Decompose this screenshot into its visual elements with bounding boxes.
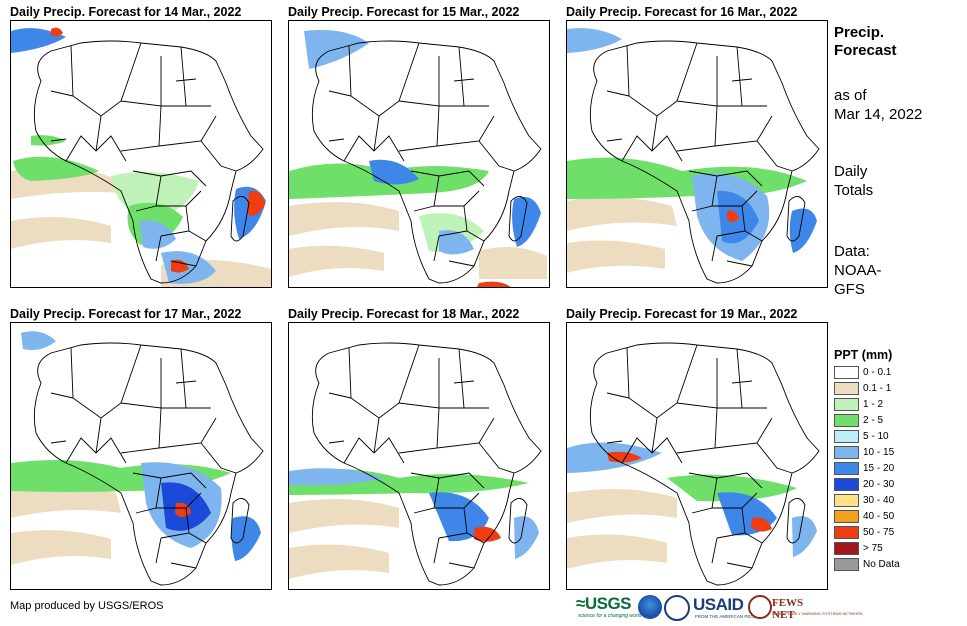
legend-label: 1 - 2 [863, 399, 884, 410]
data-source-note: Data: NOAA- GFS [834, 242, 882, 299]
legend-label: 2 - 5 [863, 415, 884, 426]
precip-map [566, 20, 828, 288]
legend-swatch [834, 414, 859, 427]
totals-line: Totals [834, 182, 874, 199]
legend-swatch [834, 430, 859, 443]
legend-swatch [834, 542, 859, 555]
forecast-panel-4: Daily Precip. Forecast for 17 Mar., 2022 [10, 306, 272, 590]
legend-swatch [834, 398, 859, 411]
legend-swatch [834, 446, 859, 459]
panel-title: Daily Precip. Forecast for 16 Mar., 2022 [566, 5, 798, 19]
legend-item: 5 - 10 [834, 429, 954, 445]
legend-item: 40 - 50 [834, 509, 954, 525]
noaa-logo-icon [638, 595, 662, 619]
legend-item: 15 - 20 [834, 461, 954, 477]
heading-line: Forecast [834, 42, 897, 59]
forecast-panel-2: Daily Precip. Forecast for 15 Mar., 2022 [288, 4, 550, 288]
usgs-tagline: science for a changing world [578, 613, 642, 619]
legend-label: 40 - 50 [863, 511, 895, 522]
fews-globe-icon [748, 595, 772, 619]
totals-line: Daily [834, 163, 868, 180]
legend-label: 20 - 30 [863, 479, 895, 490]
agency-logos: ≈USGS science for a changing world USAID… [576, 594, 863, 622]
panel-title: Daily Precip. Forecast for 14 Mar., 2022 [10, 5, 242, 19]
panel-title: Daily Precip. Forecast for 19 Mar., 2022 [566, 307, 798, 321]
legend-swatch [834, 526, 859, 539]
precip-map [10, 20, 272, 288]
forecast-heading: Precip. Forecast [834, 24, 897, 60]
legend-item: 0.1 - 1 [834, 381, 954, 397]
precip-map [566, 322, 828, 590]
legend-label: 0.1 - 1 [863, 383, 892, 394]
data-line: Data: [834, 243, 870, 260]
legend-swatch [834, 462, 859, 475]
legend-item: 50 - 75 [834, 525, 954, 541]
map-credit: Map produced by USGS/EROS [10, 600, 164, 612]
legend-swatch [834, 478, 859, 491]
as-of-date: as of Mar 14, 2022 [834, 86, 922, 124]
legend-item: No Data [834, 557, 954, 573]
legend-item: > 75 [834, 541, 954, 557]
fews-net-logo: FEWS NET [772, 597, 804, 621]
legend-title: PPT (mm) [834, 348, 893, 362]
legend-item: 0 - 0.1 [834, 365, 954, 381]
legend-swatch [834, 558, 859, 571]
legend-label: 50 - 75 [863, 527, 895, 538]
heading-line: Precip. [834, 24, 885, 41]
legend-swatch [834, 510, 859, 523]
precip-map [288, 20, 550, 288]
usaid-tagline: FROM THE AMERICAN PEOPLE [695, 614, 763, 619]
usaid-seal-icon [664, 595, 690, 621]
daily-totals-note: Daily Totals [834, 162, 873, 200]
fews-tagline: FAMINE EARLY WARNING SYSTEMS NETWORK [772, 611, 863, 616]
forecast-panel-5: Daily Precip. Forecast for 18 Mar., 2022 [288, 306, 550, 590]
legend-swatch [834, 494, 859, 507]
legend-swatch [834, 382, 859, 395]
data-line: GFS [834, 281, 865, 298]
precip-map [288, 322, 550, 590]
legend-label: No Data [863, 559, 900, 570]
ppt-legend: PPT (mm) 0 - 0.1 0.1 - 1 1 - 2 2 - 5 5 - 10 1… [834, 347, 954, 573]
usaid-logo: USAID [693, 595, 744, 614]
as-of-label: as of [834, 87, 867, 104]
panel-title: Daily Precip. Forecast for 18 Mar., 2022 [288, 307, 520, 321]
legend-label: 15 - 20 [863, 463, 895, 474]
legend-item: 1 - 2 [834, 397, 954, 413]
legend-label: > 75 [863, 543, 883, 554]
legend-items: 0 - 0.1 0.1 - 1 1 - 2 2 - 5 5 - 10 10 - 15 15 … [834, 365, 954, 573]
legend-item: 30 - 40 [834, 493, 954, 509]
legend-label: 10 - 15 [863, 447, 895, 458]
legend-item: 20 - 30 [834, 477, 954, 493]
precip-map [10, 322, 272, 590]
data-line: NOAA- [834, 262, 882, 279]
legend-item: 2 - 5 [834, 413, 954, 429]
legend-label: 30 - 40 [863, 495, 895, 506]
forecast-panel-3: Daily Precip. Forecast for 16 Mar., 2022 [566, 4, 828, 288]
legend-item: 10 - 15 [834, 445, 954, 461]
legend-label: 5 - 10 [863, 431, 889, 442]
forecast-panel-6: Daily Precip. Forecast for 19 Mar., 2022 [566, 306, 828, 590]
legend-label: 0 - 0.1 [863, 367, 892, 378]
usgs-logo: ≈USGS [576, 594, 632, 613]
legend-swatch [834, 366, 859, 379]
forecast-panel-1: Daily Precip. Forecast for 14 Mar., 2022 [10, 4, 272, 288]
panel-title: Daily Precip. Forecast for 15 Mar., 2022 [288, 5, 520, 19]
panel-title: Daily Precip. Forecast for 17 Mar., 2022 [10, 307, 242, 321]
as-of-value: Mar 14, 2022 [834, 106, 923, 123]
